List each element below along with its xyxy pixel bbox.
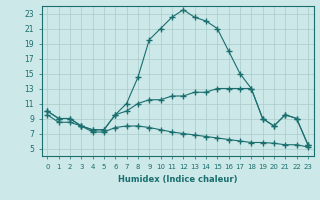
- X-axis label: Humidex (Indice chaleur): Humidex (Indice chaleur): [118, 175, 237, 184]
